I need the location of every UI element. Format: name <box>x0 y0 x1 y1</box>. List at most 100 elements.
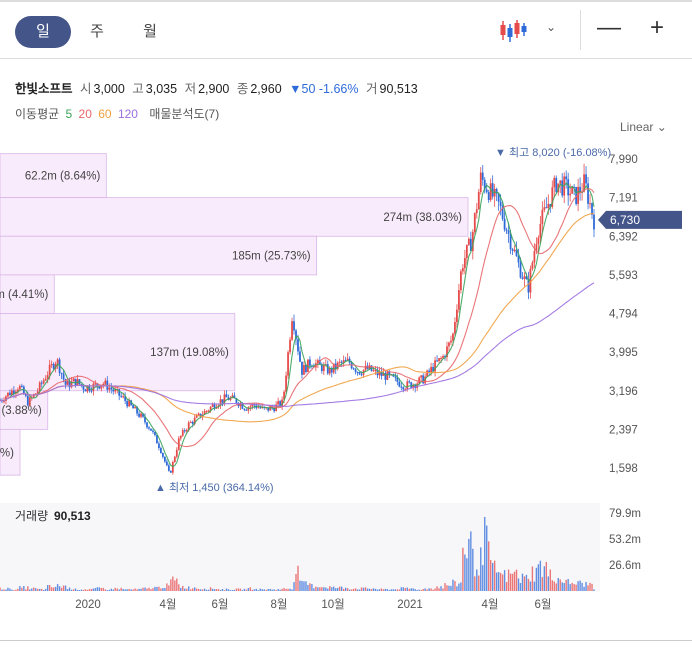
volume-bar <box>486 525 488 591</box>
candle-body <box>418 377 421 384</box>
volume-bar <box>311 584 313 591</box>
candle-body <box>495 188 498 194</box>
candlestick-type-icon[interactable] <box>498 18 528 44</box>
candle-body <box>287 352 289 376</box>
volume-bar <box>27 586 29 591</box>
chevron-down-icon[interactable]: ⌄ <box>546 20 557 34</box>
candle-body <box>382 373 385 376</box>
candle-body <box>374 369 377 371</box>
volume-profile-label: 185m (25.73%) <box>232 251 311 263</box>
volume-bar <box>178 584 180 591</box>
tab-day[interactable]: 일 <box>15 16 71 48</box>
volume-bar <box>142 587 144 591</box>
volume-bar <box>319 587 321 591</box>
candle-body <box>86 386 89 392</box>
y-axis-tick: 2,397 <box>609 424 638 436</box>
volume-bar <box>289 588 291 591</box>
candle-body <box>408 381 411 383</box>
volume-bar <box>398 589 401 591</box>
candle-body <box>152 430 154 432</box>
candle-body <box>303 365 305 375</box>
toolbar-divider <box>580 10 581 50</box>
ma20-label: 20 <box>78 107 92 121</box>
volume-bar <box>414 589 416 591</box>
zoom-in-icon[interactable]: + <box>649 14 664 41</box>
volume-bar <box>126 589 128 591</box>
volume-bar <box>108 589 110 591</box>
moving-average-legend[interactable]: 이동평균 5 20 60 120 매물분석도(7) <box>15 105 219 122</box>
zoom-out-icon[interactable]: — <box>597 14 621 41</box>
candle-body <box>593 214 595 230</box>
tab-month[interactable]: 월 <box>143 23 157 40</box>
low-marker: ▲ 최저 1,450 (364.14%) <box>155 481 274 494</box>
y-axis-tick: 5,593 <box>609 270 638 282</box>
volume-bar <box>15 589 17 591</box>
volume-bar <box>565 579 567 591</box>
candle-body <box>352 368 355 370</box>
volume-bar <box>458 583 460 591</box>
change-percent: -1.66% <box>318 82 359 96</box>
volume-bar <box>201 589 204 591</box>
volume-bar <box>43 589 45 591</box>
candle-body <box>207 410 210 412</box>
candle-body <box>235 398 238 403</box>
candle-body <box>527 279 530 293</box>
candle-body <box>378 371 381 376</box>
volume-bar <box>249 587 252 591</box>
volume-bar <box>58 586 61 591</box>
candle-body <box>24 394 27 396</box>
stock-name: 한빛소프트 <box>15 82 73 96</box>
volume-bar <box>462 547 464 591</box>
candle-body <box>328 368 331 374</box>
volume-bar <box>168 585 170 591</box>
scale-selector[interactable]: Linear ⌄ <box>620 120 667 134</box>
volume-bar <box>11 589 13 591</box>
candle-body <box>567 179 570 196</box>
candle-body <box>402 387 405 390</box>
volume-bar <box>509 573 512 591</box>
candle-body <box>440 357 442 359</box>
candle-body <box>197 413 200 416</box>
volume-bar <box>567 579 569 591</box>
volume-profile-label: 274m (38.03%) <box>383 212 462 224</box>
volume-bar <box>170 579 172 591</box>
current-price-label: 6,730 <box>610 213 640 227</box>
volume-bar <box>239 588 242 591</box>
candle-body <box>32 394 35 398</box>
candle-body <box>233 395 236 399</box>
volume-profile-label: 1.30m (0.18%) <box>0 447 14 459</box>
volume-bar <box>327 588 329 591</box>
chart-bottom-border <box>0 640 692 641</box>
volume-bar <box>60 587 63 591</box>
toolbar-bottom-border <box>0 58 692 59</box>
volume-bar <box>124 589 126 591</box>
open-label: 시 <box>80 82 92 96</box>
x-axis-label: 4월 <box>482 598 499 611</box>
volume-bar <box>434 588 436 591</box>
candle-body <box>169 470 172 473</box>
volume-bar <box>299 580 301 591</box>
candle-body <box>295 330 297 340</box>
x-axis-label: 4월 <box>160 598 177 611</box>
volume-bar <box>575 584 577 591</box>
candle-body <box>38 382 41 392</box>
ma5-line <box>0 182 595 468</box>
candle-body <box>112 389 115 392</box>
volume-bar <box>241 590 244 591</box>
volume-bar <box>493 560 496 591</box>
volume-bar <box>488 541 490 591</box>
tab-week[interactable]: 주 <box>90 23 104 40</box>
volume-bar <box>184 588 186 591</box>
candle-body <box>48 364 51 376</box>
volume-bar <box>484 516 486 591</box>
volume-bar <box>227 589 230 591</box>
volume-bar <box>235 588 238 591</box>
volume-axis-tick: 26.6m <box>609 560 641 572</box>
candle-body <box>469 238 472 252</box>
volume-bar <box>263 589 265 591</box>
volume-profile-label: 62.2m (8.64%) <box>25 171 101 183</box>
volume-bar <box>456 586 458 591</box>
candle-body <box>503 218 506 230</box>
volume-bar <box>231 589 234 591</box>
